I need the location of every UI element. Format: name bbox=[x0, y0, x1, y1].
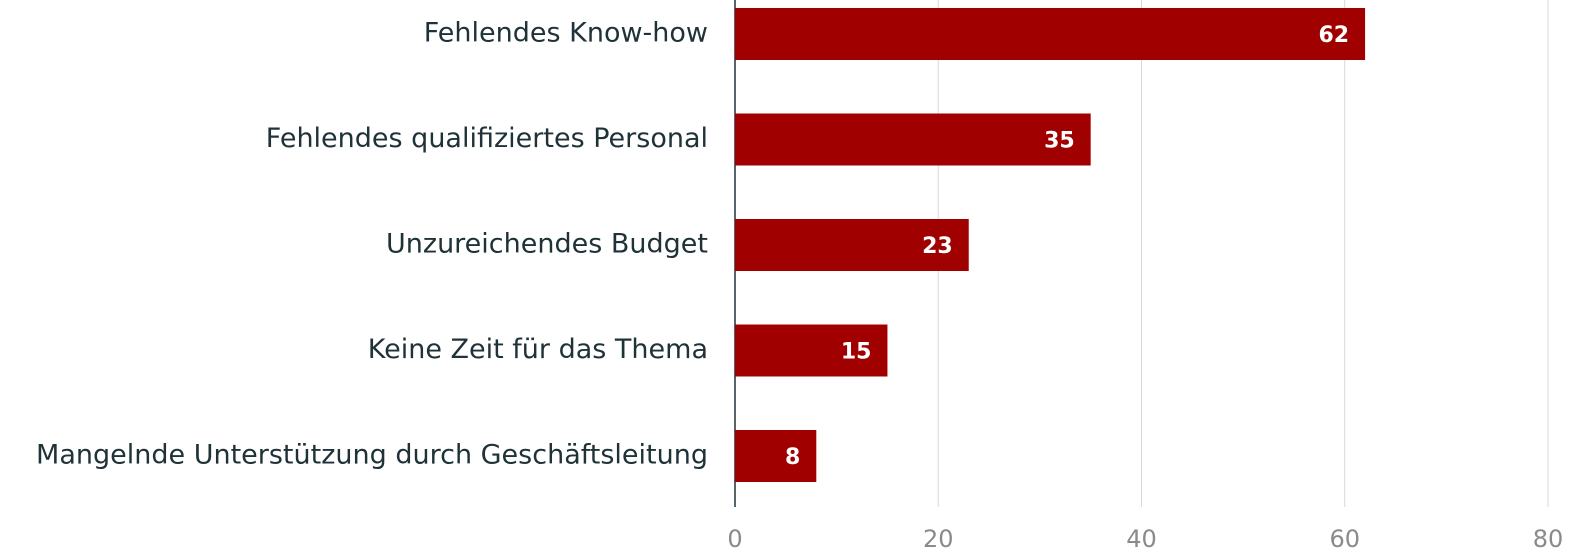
data-label: 35 bbox=[1044, 129, 1075, 154]
bar bbox=[735, 113, 1091, 166]
x-tick-label: 20 bbox=[923, 525, 954, 553]
bar bbox=[735, 219, 969, 271]
y-tick-label: Unzureichendes Budget bbox=[386, 229, 708, 260]
y-tick-label: Fehlendes qualifiziertes Personal bbox=[266, 123, 708, 154]
bar bbox=[735, 8, 1366, 60]
bar bbox=[735, 324, 888, 377]
y-tick-label: Keine Zeit für das Thema bbox=[368, 334, 708, 365]
bar bbox=[735, 430, 817, 482]
data-label: 23 bbox=[922, 234, 953, 259]
x-tick-label: 60 bbox=[1329, 525, 1360, 553]
y-tick-label: Mangelnde Unterstützung durch Geschäftsl… bbox=[36, 440, 708, 471]
data-label: 62 bbox=[1318, 23, 1349, 48]
x-tick-label: 0 bbox=[727, 525, 742, 553]
x-tick-label: 40 bbox=[1126, 525, 1157, 553]
y-tick-label: Fehlendes Know-how bbox=[424, 18, 708, 49]
x-tick-label: 80 bbox=[1533, 525, 1564, 553]
data-label: 8 bbox=[785, 445, 800, 470]
data-label: 15 bbox=[841, 340, 872, 365]
